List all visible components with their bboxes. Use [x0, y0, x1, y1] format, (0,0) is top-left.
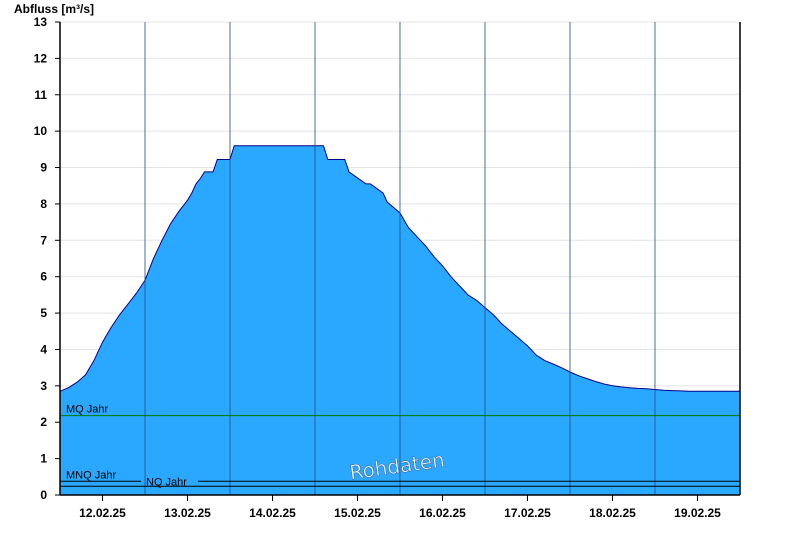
x-tick-label: 16.02.25 — [419, 506, 466, 520]
y-tick-label: 0 — [40, 488, 47, 502]
y-tick-label: 10 — [34, 124, 48, 138]
x-tick-label: 15.02.25 — [334, 506, 381, 520]
x-tick-label: 14.02.25 — [249, 506, 296, 520]
y-tick-label: 11 — [34, 88, 47, 102]
y-tick-label: 13 — [34, 15, 48, 29]
y-tick-label: 1 — [40, 452, 47, 466]
reference-lines: MQ Jahr MNQ Jahr NQ Jahr — [60, 404, 740, 488]
x-tick-label: 19.02.25 — [674, 506, 721, 520]
y-tick-label: 9 — [40, 161, 47, 175]
y-tick-label: 8 — [40, 197, 47, 211]
mnq-label: MNQ Jahr — [66, 469, 116, 481]
y-tick-label: 6 — [40, 270, 47, 284]
x-tick-label: 13.02.25 — [164, 506, 211, 520]
y-axis-title: Abfluss [m³/s] — [14, 2, 94, 16]
y-tick-label: 4 — [40, 342, 47, 356]
x-tick-label: 12.02.25 — [79, 506, 126, 520]
discharge-line — [59, 145, 740, 392]
y-tick-label: 3 — [40, 379, 47, 393]
y-tick-label: 7 — [40, 233, 47, 247]
y-tick-label: 12 — [34, 51, 48, 65]
y-tick-label: 2 — [40, 415, 47, 429]
nq-label: NQ Jahr — [146, 476, 187, 488]
y-tick-label: 5 — [40, 306, 47, 320]
x-tick-label: 17.02.25 — [504, 506, 551, 520]
mq-label: MQ Jahr — [66, 404, 109, 416]
x-tick-label: 18.02.25 — [589, 506, 636, 520]
